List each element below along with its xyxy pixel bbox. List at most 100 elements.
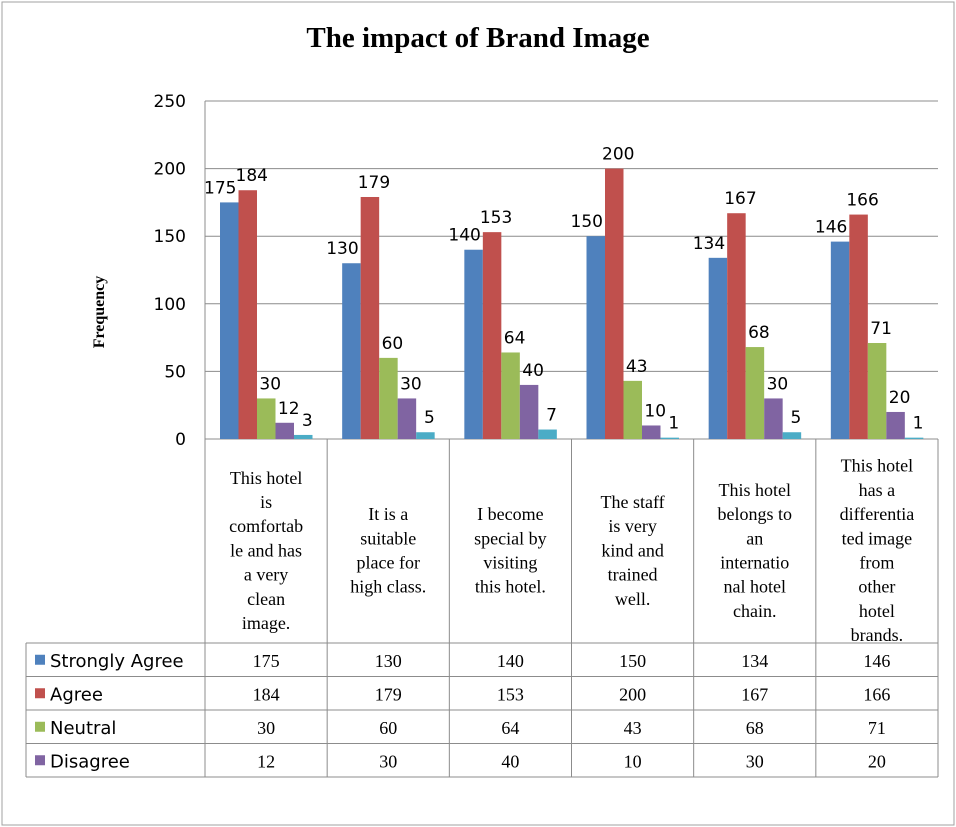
table-cell: 30 bbox=[379, 751, 397, 771]
category-label: This hotel has a differentia ted image from o… bbox=[840, 456, 915, 645]
bar bbox=[519, 384, 539, 439]
table-cell: 60 bbox=[379, 718, 397, 738]
data-label: 40 bbox=[522, 361, 544, 381]
bar bbox=[464, 249, 483, 439]
legend-entry: Agree bbox=[50, 684, 103, 705]
legend-swatch bbox=[35, 721, 45, 732]
data-label: 5 bbox=[424, 408, 435, 428]
data-label: 5 bbox=[791, 408, 802, 428]
table-cell: 10 bbox=[624, 751, 642, 771]
category-label: This hotel belongs to an internatio nal hote… bbox=[718, 480, 793, 621]
bar bbox=[867, 343, 887, 439]
bar bbox=[220, 202, 239, 439]
bar bbox=[342, 263, 361, 439]
data-label: 150 bbox=[571, 212, 603, 232]
chart-title: The impact of Brand Image bbox=[306, 22, 649, 54]
legend-swatch bbox=[35, 755, 45, 766]
table-cell: 64 bbox=[501, 718, 519, 738]
data-label: 30 bbox=[259, 374, 281, 394]
table-cell: 30 bbox=[257, 718, 275, 738]
bar bbox=[238, 190, 257, 439]
bar bbox=[501, 352, 520, 439]
table-cell: 71 bbox=[868, 718, 886, 738]
table-cell: 153 bbox=[497, 684, 524, 704]
data-label: 20 bbox=[889, 388, 911, 408]
data-label: 64 bbox=[504, 328, 526, 348]
legend-entry: Strongly Agree bbox=[50, 651, 184, 672]
y-axis-label: Frequency bbox=[91, 276, 108, 349]
table-cell: 12 bbox=[257, 751, 275, 771]
y-tick-label: 200 bbox=[154, 160, 186, 180]
data-label: 134 bbox=[693, 234, 725, 254]
data-label: 30 bbox=[400, 374, 422, 394]
data-label: 146 bbox=[815, 218, 847, 238]
legend-entry: Neutral bbox=[50, 718, 116, 739]
data-label: 184 bbox=[236, 166, 268, 186]
bar bbox=[275, 422, 294, 439]
table-cell: 40 bbox=[501, 751, 519, 771]
y-tick-label: 50 bbox=[164, 362, 186, 382]
table-cell: 43 bbox=[624, 718, 642, 738]
data-label: 1 bbox=[668, 414, 679, 434]
data-label: 7 bbox=[546, 406, 557, 426]
table-cell: 30 bbox=[746, 751, 764, 771]
data-label: 30 bbox=[767, 374, 789, 394]
data-label: 175 bbox=[204, 178, 236, 198]
bar bbox=[727, 213, 746, 439]
table-cell: 184 bbox=[253, 684, 280, 704]
data-label: 166 bbox=[846, 191, 878, 211]
bar bbox=[660, 437, 679, 439]
table-cell: 134 bbox=[741, 651, 768, 671]
y-tick-label: 250 bbox=[154, 92, 186, 112]
bar bbox=[482, 232, 502, 439]
legend-entry: Disagree bbox=[50, 751, 130, 772]
data-label: 179 bbox=[358, 173, 390, 193]
table-cell: 150 bbox=[619, 651, 646, 671]
bar bbox=[416, 432, 435, 439]
data-table: This hotel is comfortab le and has a very cle… bbox=[25, 439, 939, 778]
bar bbox=[605, 168, 624, 439]
bar bbox=[764, 398, 783, 439]
data-label: 71 bbox=[870, 319, 892, 339]
bar bbox=[830, 241, 850, 439]
bar bbox=[886, 411, 905, 439]
category-label: It is a suitable place for high class. bbox=[350, 504, 426, 597]
bar bbox=[745, 347, 765, 439]
data-label: 130 bbox=[326, 239, 358, 259]
bar bbox=[586, 236, 605, 439]
legend-swatch bbox=[35, 654, 45, 665]
bar bbox=[360, 196, 380, 439]
bar bbox=[379, 357, 398, 439]
table-cell: 140 bbox=[497, 651, 524, 671]
category-label: The staff is very kind and trained well. bbox=[601, 492, 665, 609]
data-label: 3 bbox=[302, 411, 313, 431]
data-label: 60 bbox=[382, 334, 404, 354]
bars-group bbox=[220, 168, 924, 439]
bar bbox=[294, 434, 313, 439]
table-cell: 175 bbox=[253, 651, 280, 671]
table-cell: 179 bbox=[375, 684, 402, 704]
category-label: This hotel is comfortab le and has a very cle… bbox=[229, 468, 303, 633]
data-label: 10 bbox=[644, 401, 666, 421]
bar bbox=[642, 425, 661, 439]
data-label: 167 bbox=[724, 189, 756, 209]
bar bbox=[782, 432, 802, 439]
table-cell: 68 bbox=[746, 718, 764, 738]
bar bbox=[397, 398, 417, 439]
table-cell: 146 bbox=[863, 651, 890, 671]
legend-swatch bbox=[35, 688, 45, 699]
bar bbox=[538, 429, 557, 439]
category-label: I become special by visiting this hotel. bbox=[474, 504, 546, 597]
data-label: 43 bbox=[626, 357, 648, 377]
bar bbox=[257, 398, 276, 439]
bar bbox=[849, 214, 868, 439]
table-cell: 20 bbox=[868, 751, 886, 771]
bar bbox=[623, 380, 642, 439]
data-label: 153 bbox=[480, 208, 512, 228]
y-tick-label: 100 bbox=[154, 295, 186, 315]
y-tick-label: 0 bbox=[175, 430, 186, 450]
y-tick-labels: 0 50 100 150 200 250 bbox=[154, 92, 186, 450]
table-cell: 130 bbox=[375, 651, 402, 671]
